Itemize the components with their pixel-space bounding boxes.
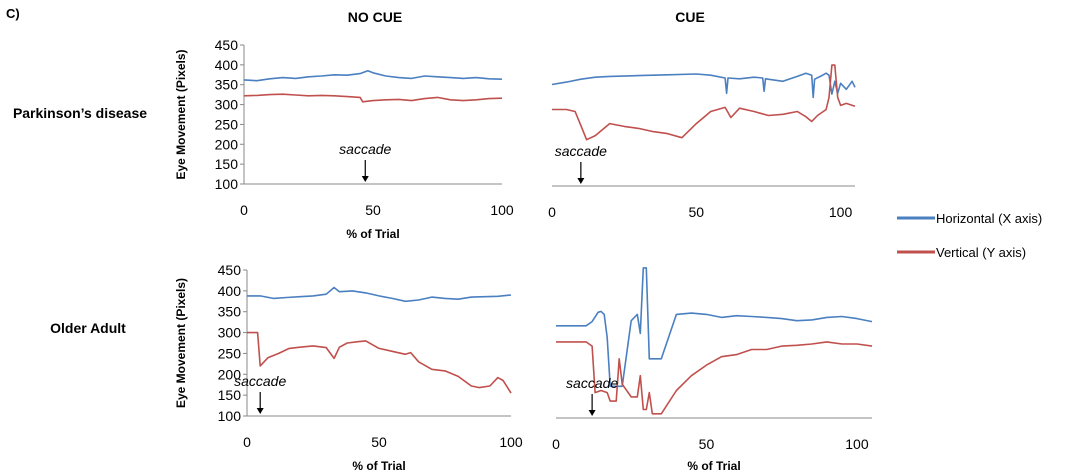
- saccade-annotation: saccade: [234, 373, 286, 389]
- y-tick-label: 100: [218, 408, 242, 424]
- column-title-no-cue: NO CUE: [348, 9, 402, 25]
- y-tick-label: 250: [218, 345, 242, 361]
- saccade-arrow-head: [256, 408, 264, 414]
- x-tick-label: 50: [371, 434, 387, 450]
- x-axis-label: % of Trial: [352, 459, 405, 473]
- series-line-horizontal: [551, 72, 856, 99]
- panel-label: C): [6, 6, 20, 21]
- chart-panel-pd-no-cue: 100 150 200 250 300 350 400 450 0 50 100 % of Trial…: [174, 37, 514, 241]
- row-label-older-adult: Older Adult: [50, 320, 126, 336]
- saccade-arrow-head: [588, 410, 596, 416]
- x-tick-label: 0: [552, 436, 560, 452]
- saccade-annotation: saccade: [555, 143, 607, 159]
- series-line-vertical: [556, 341, 873, 415]
- y-tick-label: 350: [215, 77, 239, 93]
- y-axis-label: Eye Movement (Pixels): [174, 49, 188, 179]
- chart-panel-oa-cue: 0 50 100 % of Trial saccade: [552, 267, 873, 473]
- y-tick-label: 300: [218, 325, 242, 341]
- y-tick-label: 450: [215, 37, 239, 53]
- y-tick-label: 200: [215, 136, 239, 152]
- x-tick-label: 50: [365, 202, 381, 218]
- column-title-cue: CUE: [675, 9, 705, 25]
- y-tick-label: 300: [215, 97, 239, 113]
- series-line-vertical: [247, 331, 512, 394]
- x-tick-label: 50: [688, 204, 704, 220]
- legend-label-vertical: Vertical (Y axis): [936, 245, 1026, 260]
- series-line-vertical: [552, 64, 856, 141]
- y-tick-label: 350: [218, 304, 242, 320]
- series-line-horizontal: [247, 286, 512, 303]
- x-axis-label: % of Trial: [346, 227, 399, 241]
- x-tick-label: 100: [845, 436, 869, 452]
- x-tick-label: 50: [699, 436, 715, 452]
- series-line-horizontal: [556, 267, 873, 388]
- chart-panel-oa-no-cue: 100 150 200 250 300 350 400 450 0 50 100 % of Trial…: [174, 262, 523, 473]
- saccade-annotation: saccade: [339, 141, 391, 157]
- y-axis-label: Eye Movement (Pixels): [174, 278, 188, 408]
- y-tick-label: 150: [215, 156, 239, 172]
- series-line-vertical: [243, 93, 503, 103]
- legend-label-horizontal: Horizontal (X axis): [936, 211, 1042, 226]
- x-tick-label: 0: [240, 202, 248, 218]
- saccade-arrow-head: [577, 178, 585, 184]
- legend: Horizontal (X axis) Vertical (Y axis): [897, 211, 1042, 260]
- saccade-arrow-head: [361, 176, 369, 182]
- x-tick-label: 0: [548, 204, 556, 220]
- x-tick-label: 100: [829, 204, 853, 220]
- y-tick-label: 450: [218, 262, 242, 278]
- x-tick-label: 100: [499, 434, 523, 450]
- saccade-annotation: saccade: [566, 375, 618, 391]
- x-tick-label: 0: [243, 434, 251, 450]
- y-tick-label: 400: [215, 57, 239, 73]
- y-tick-label: 200: [218, 366, 242, 382]
- series-line-horizontal: [243, 70, 503, 82]
- y-tick-label: 400: [218, 283, 242, 299]
- row-label-parkinsons: Parkinson’s disease: [13, 105, 147, 121]
- x-tick-label: 100: [490, 202, 514, 218]
- chart-panel-pd-cue: 0 50 100 saccade: [548, 64, 856, 220]
- x-axis-label: % of Trial: [687, 459, 740, 473]
- y-tick-label: 100: [215, 176, 239, 192]
- y-tick-label: 250: [215, 116, 239, 132]
- y-tick-label: 150: [218, 387, 242, 403]
